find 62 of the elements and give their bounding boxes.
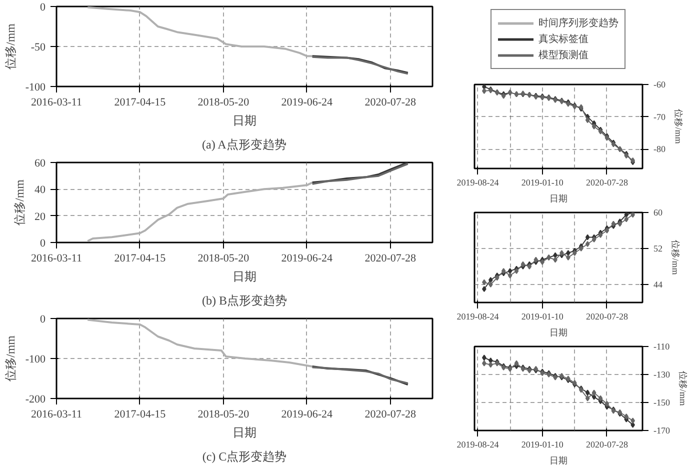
x-tick-label: 2017-04-15: [114, 408, 166, 420]
x-tick-label: 2019-08-24: [456, 178, 500, 188]
y-tick-label: 60: [654, 208, 663, 218]
x-axis-title: 日期: [232, 426, 256, 440]
x-tick-label: 2020-07-28: [586, 312, 628, 322]
y-axis-title: 位移/mm: [678, 371, 688, 406]
x-tick-label: 2016-03-11: [31, 96, 82, 108]
x-tick-label: 2019-08-24: [456, 440, 500, 450]
y-axis-title: 位移/mm: [12, 178, 26, 226]
y-tick-label: -110: [654, 342, 670, 352]
x-tick-label: 2018-05-20: [198, 252, 250, 264]
x-tick-label: 2019-01-10: [521, 178, 564, 188]
x-tick-label: 2016-03-11: [31, 408, 82, 420]
x-axis-title: 日期: [232, 270, 256, 284]
x-tick-label: 2019-01-10: [521, 440, 564, 450]
x-tick-label: 2020-07-28: [364, 252, 417, 264]
x-tick-label: 2018-05-20: [198, 96, 250, 108]
y-tick-label: 0: [40, 314, 46, 326]
legend-label: 真实标签值: [538, 32, 588, 46]
x-tick-label: 2020-07-28: [364, 408, 417, 420]
x-axis-title: 日期: [550, 194, 568, 204]
x-tick-label: 2019-08-24: [456, 312, 500, 322]
legend-label: 模型预测值: [538, 48, 588, 62]
x-tick-label: 2019-01-10: [521, 312, 564, 322]
y-tick-label: 44: [654, 280, 663, 290]
y-tick-label: 0: [40, 2, 46, 14]
text: (a) A点形变趋势: [202, 138, 286, 152]
y-tick-label: -80: [654, 144, 666, 154]
x-axis-title: 日期: [550, 328, 568, 338]
y-tick-label: -170: [654, 426, 670, 436]
y-axis-title: 位移/mm: [673, 109, 684, 144]
x-tick-label: 2020-07-28: [586, 440, 628, 450]
y-tick-label: -60: [654, 80, 666, 90]
y-tick-label: 0: [40, 238, 46, 250]
y-axis-title: 位移/mm: [670, 240, 680, 275]
y-tick-label: 40: [34, 184, 46, 196]
x-tick-label: 2020-07-28: [364, 96, 417, 108]
y-axis-title: 位移/mm: [3, 334, 18, 382]
text: (b) B点形变趋势: [202, 294, 287, 308]
legend-label: 时间序列形变趋势: [538, 16, 618, 30]
x-tick-label: 2016-03-11: [31, 252, 82, 264]
x-tick-label: 2018-05-20: [198, 408, 250, 420]
y-tick-label: -100: [25, 82, 46, 94]
x-tick-label: 2017-04-15: [114, 252, 166, 264]
x-axis-title: 日期: [550, 456, 568, 466]
y-tick-label: 20: [34, 210, 46, 223]
y-tick-label: -100: [25, 354, 46, 366]
y-tick-label: -150: [654, 398, 670, 408]
y-tick-label: 52: [654, 244, 662, 254]
y-tick-label: 60: [34, 158, 46, 170]
y-tick-label: -50: [30, 42, 46, 54]
x-axis-title: 日期: [232, 114, 256, 128]
y-axis-title: 位移/mm: [3, 22, 18, 70]
text: (c) C点形变趋势: [202, 450, 287, 464]
x-tick-label: 2020-07-28: [586, 178, 628, 188]
y-tick-label: -70: [654, 112, 666, 122]
x-tick-label: 2019-06-24: [281, 408, 334, 420]
x-tick-label: 2019-06-24: [281, 96, 334, 108]
x-tick-label: 2017-04-15: [114, 96, 166, 108]
y-tick-label: -200: [25, 394, 46, 406]
y-tick-label: -130: [654, 370, 670, 380]
x-tick-label: 2019-06-24: [281, 252, 334, 264]
